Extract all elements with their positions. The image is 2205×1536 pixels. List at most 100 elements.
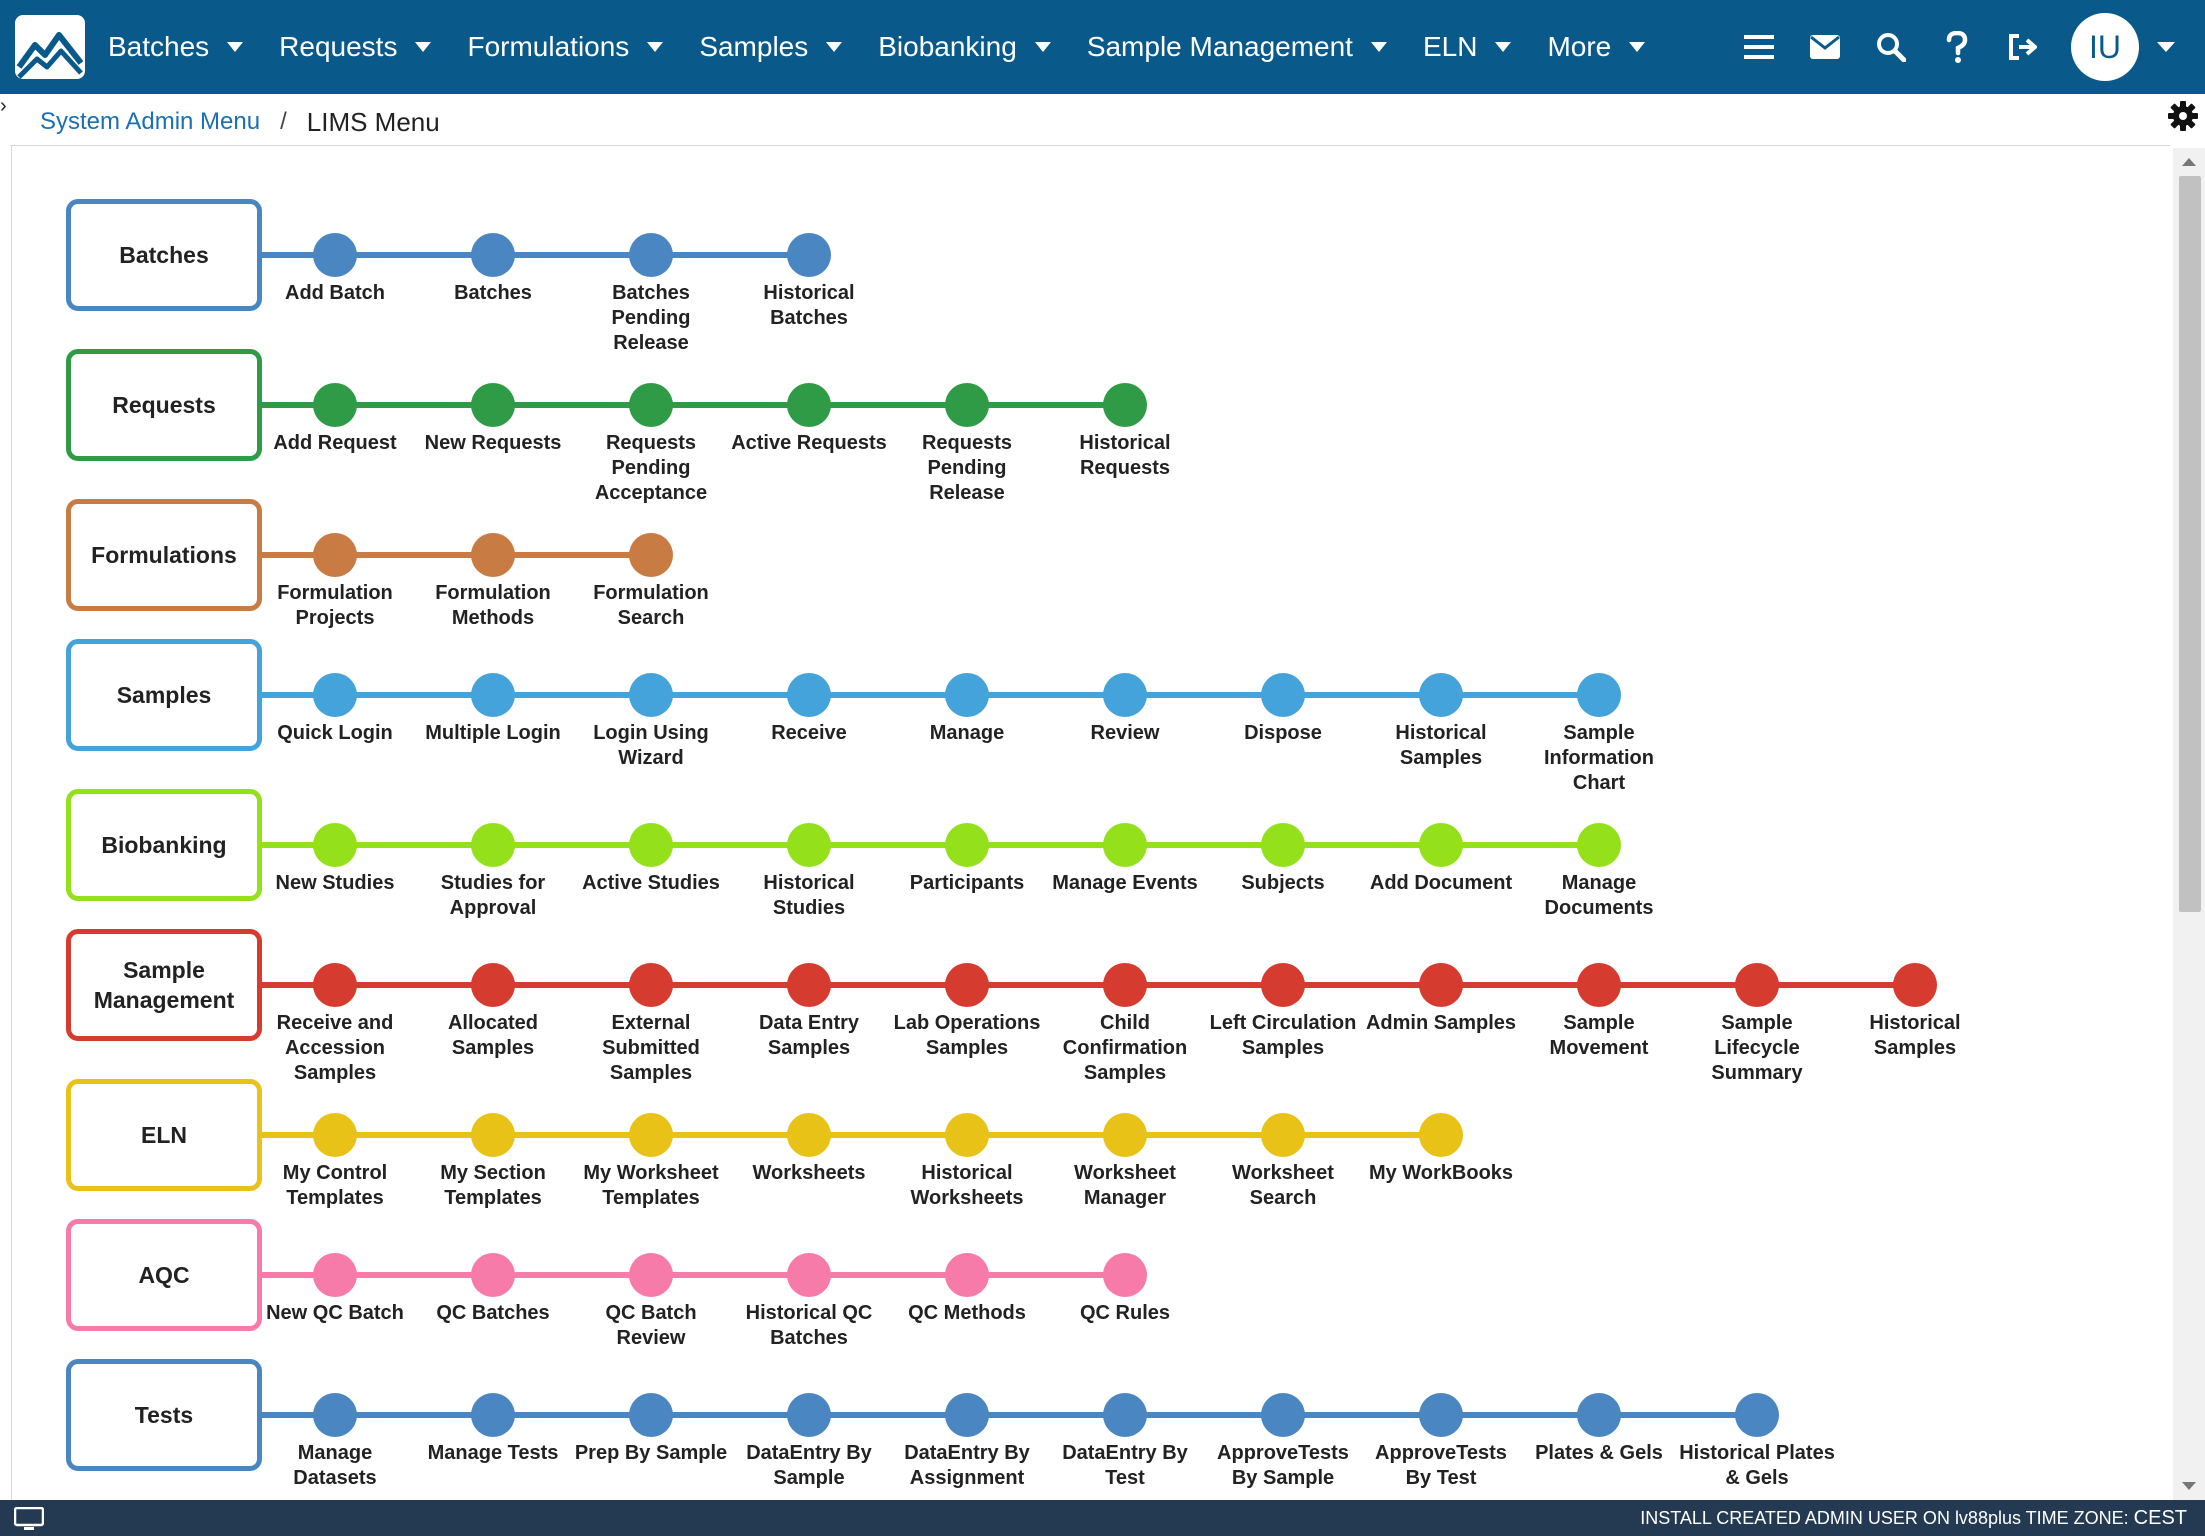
menu-node-label[interactable]: Historical Samples xyxy=(1395,722,1487,769)
user-avatar[interactable]: IU xyxy=(2071,13,2139,81)
menu-node-label[interactable]: Sample Lifecycle Summary xyxy=(1711,1012,1803,1084)
sidebar-toggle-chevron-icon[interactable]: › xyxy=(0,95,7,117)
menu-node-label[interactable]: Sample Information Chart xyxy=(1544,722,1654,794)
menu-node-dot[interactable] xyxy=(471,963,515,1007)
menu-node-dot[interactable] xyxy=(1261,963,1305,1007)
menu-node-dot[interactable] xyxy=(313,673,357,717)
menu-node-dot[interactable] xyxy=(945,673,989,717)
menu-node-dot[interactable] xyxy=(313,823,357,867)
menu-category-sample-management[interactable]: Sample Management xyxy=(66,929,262,1041)
breadcrumb-parent-link[interactable]: System Admin Menu xyxy=(40,108,261,135)
menu-category-tests[interactable]: Tests xyxy=(66,1359,262,1471)
menu-node-dot[interactable] xyxy=(1103,1113,1147,1157)
menu-node-label[interactable]: New Requests xyxy=(424,432,562,454)
logout-icon[interactable] xyxy=(2005,29,2041,65)
menu-node-dot[interactable] xyxy=(787,963,831,1007)
nav-item-requests[interactable]: Requests xyxy=(279,31,432,63)
menu-node-dot[interactable] xyxy=(1103,673,1147,717)
menu-node-dot[interactable] xyxy=(945,383,989,427)
menu-node-label[interactable]: ApproveTests By Sample xyxy=(1217,1442,1349,1489)
menu-node-label[interactable]: Left Circulation Samples xyxy=(1209,1012,1357,1059)
menu-node-label[interactable]: Historical Batches xyxy=(763,282,855,329)
menu-node-label[interactable]: Add Request xyxy=(273,432,397,454)
menu-node-label[interactable]: Lab Operations Samples xyxy=(893,1012,1041,1059)
chevron-down-icon[interactable] xyxy=(1370,42,1387,52)
nav-item-sample-management[interactable]: Sample Management xyxy=(1087,31,1387,63)
chevron-down-icon[interactable] xyxy=(1495,42,1512,52)
menu-node-dot[interactable] xyxy=(787,1393,831,1437)
menu-node-label[interactable]: DataEntry By Sample xyxy=(746,1442,872,1489)
menu-node-label[interactable]: Dispose xyxy=(1244,722,1322,744)
scroll-down-arrow-icon[interactable] xyxy=(2182,1482,2196,1490)
menu-node-label[interactable]: Active Studies xyxy=(582,872,720,894)
menu-node-label[interactable]: My Section Templates xyxy=(440,1162,546,1209)
menu-category-samples[interactable]: Samples xyxy=(66,639,262,751)
chevron-down-icon[interactable] xyxy=(647,42,664,52)
menu-node-label[interactable]: Formulation Search xyxy=(593,582,709,629)
menu-node-dot[interactable] xyxy=(787,673,831,717)
menu-node-dot[interactable] xyxy=(471,1113,515,1157)
nav-item-biobanking[interactable]: Biobanking xyxy=(878,31,1051,63)
menu-node-dot[interactable] xyxy=(313,1393,357,1437)
menu-node-dot[interactable] xyxy=(1103,823,1147,867)
menu-category-formulations[interactable]: Formulations xyxy=(66,499,262,611)
menu-node-label[interactable]: Formulation Methods xyxy=(435,582,551,629)
nav-item-samples[interactable]: Samples xyxy=(699,31,843,63)
nav-item-more[interactable]: More xyxy=(1547,31,1646,63)
menu-node-dot[interactable] xyxy=(629,963,673,1007)
menu-node-dot[interactable] xyxy=(629,1253,673,1297)
menu-node-dot[interactable] xyxy=(1735,1393,1779,1437)
menu-node-dot[interactable] xyxy=(945,823,989,867)
menu-node-dot[interactable] xyxy=(1261,1113,1305,1157)
menu-node-dot[interactable] xyxy=(313,383,357,427)
menu-node-dot[interactable] xyxy=(945,963,989,1007)
menu-node-label[interactable]: Add Document xyxy=(1369,872,1513,894)
menu-node-dot[interactable] xyxy=(471,533,515,577)
menu-node-dot[interactable] xyxy=(1261,673,1305,717)
chevron-down-icon[interactable] xyxy=(227,42,244,52)
menu-node-label[interactable]: Add Batch xyxy=(285,282,385,304)
menu-node-label[interactable]: Login Using Wizard xyxy=(593,722,709,769)
app-logo-icon[interactable] xyxy=(15,15,85,79)
menu-node-dot[interactable] xyxy=(629,1113,673,1157)
menu-node-label[interactable]: Historical Studies xyxy=(763,872,855,919)
menu-node-label[interactable]: Active Requests xyxy=(731,432,887,454)
menu-node-label[interactable]: QC Batches xyxy=(436,1302,550,1324)
menu-node-dot[interactable] xyxy=(1103,1393,1147,1437)
menu-node-label[interactable]: DataEntry By Assignment xyxy=(904,1442,1030,1489)
menu-node-dot[interactable] xyxy=(1577,823,1621,867)
monitor-icon[interactable] xyxy=(14,1507,44,1531)
menu-node-dot[interactable] xyxy=(787,1113,831,1157)
menu-node-dot[interactable] xyxy=(629,383,673,427)
menu-node-dot[interactable] xyxy=(1419,1393,1463,1437)
menu-node-dot[interactable] xyxy=(787,233,831,277)
menu-node-dot[interactable] xyxy=(787,1253,831,1297)
menu-node-label[interactable]: ApproveTests By Test xyxy=(1375,1442,1507,1489)
vertical-scrollbar[interactable] xyxy=(2173,148,2205,1500)
chevron-down-icon[interactable] xyxy=(1034,42,1051,52)
gear-icon[interactable] xyxy=(2167,100,2199,132)
menu-node-label[interactable]: Participants xyxy=(909,872,1025,894)
menu-node-label[interactable]: Batches xyxy=(454,282,532,304)
nav-item-formulations[interactable]: Formulations xyxy=(467,31,664,63)
menu-node-dot[interactable] xyxy=(471,233,515,277)
menu-node-dot[interactable] xyxy=(629,233,673,277)
chevron-down-icon[interactable] xyxy=(415,42,432,52)
menu-node-dot[interactable] xyxy=(1261,823,1305,867)
menu-node-label[interactable]: QC Rules xyxy=(1079,1302,1171,1324)
menu-node-dot[interactable] xyxy=(629,533,673,577)
menu-node-label[interactable]: Historical Samples xyxy=(1869,1012,1961,1059)
menu-node-dot[interactable] xyxy=(471,823,515,867)
menu-node-label[interactable]: Formulation Projects xyxy=(277,582,393,629)
avatar-dropdown-caret-icon[interactable] xyxy=(2157,42,2175,52)
menu-category-requests[interactable]: Requests xyxy=(66,349,262,461)
menu-node-label[interactable]: New QC Batch xyxy=(266,1302,404,1324)
menu-node-dot[interactable] xyxy=(471,673,515,717)
menu-node-label[interactable]: Prep By Sample xyxy=(574,1442,728,1464)
menu-node-label[interactable]: My Worksheet Templates xyxy=(583,1162,719,1209)
menu-node-dot[interactable] xyxy=(787,383,831,427)
scroll-up-arrow-icon[interactable] xyxy=(2182,158,2196,166)
menu-node-label[interactable]: Quick Login xyxy=(277,722,393,744)
menu-node-label[interactable]: Worksheet Manager xyxy=(1074,1162,1176,1209)
menu-node-dot[interactable] xyxy=(945,1253,989,1297)
